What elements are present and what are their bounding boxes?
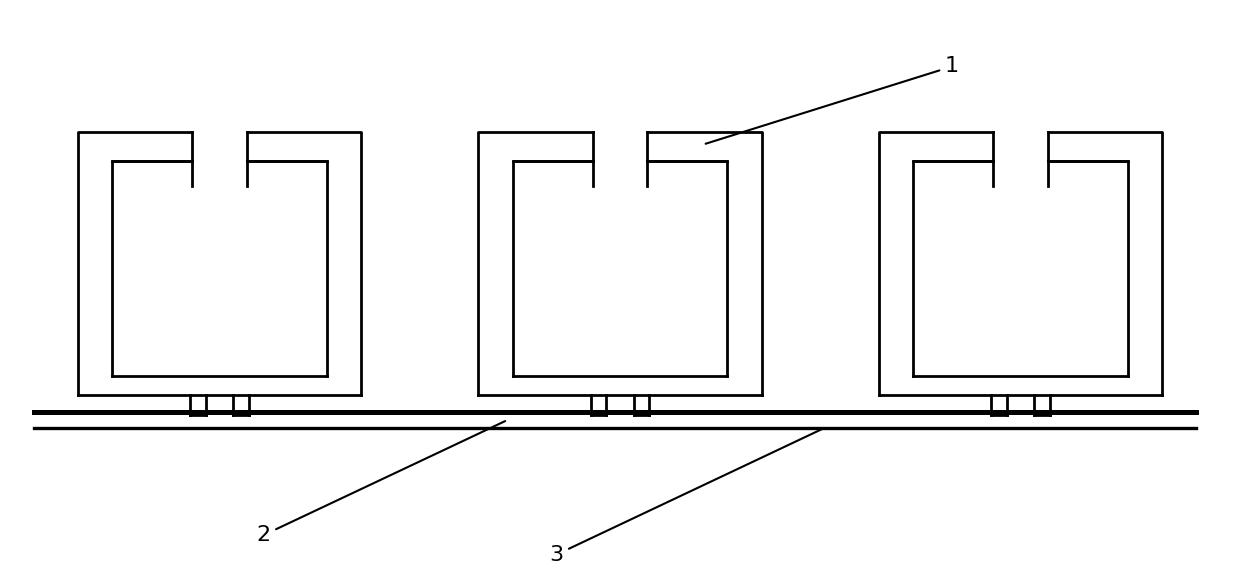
Text: 2: 2 <box>256 421 506 545</box>
Text: 3: 3 <box>549 429 823 564</box>
Text: 1: 1 <box>706 57 959 144</box>
